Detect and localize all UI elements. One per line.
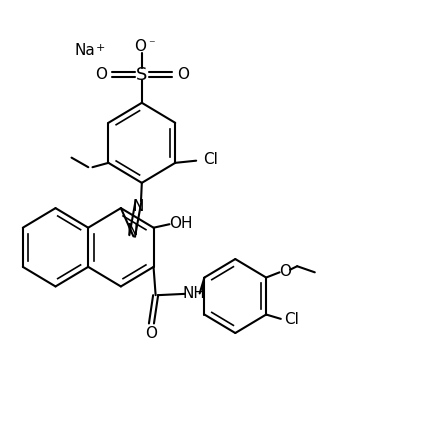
Text: O: O (95, 67, 107, 82)
Text: O: O (134, 39, 146, 54)
Text: N: N (133, 199, 144, 214)
Text: O: O (177, 67, 189, 82)
Text: N: N (127, 223, 138, 238)
Text: +: + (96, 43, 105, 53)
Text: S: S (136, 66, 148, 84)
Text: ⁻: ⁻ (148, 39, 154, 51)
Text: Cl: Cl (203, 152, 218, 167)
Text: Na: Na (75, 43, 96, 58)
Text: OH: OH (170, 216, 193, 231)
Text: Cl: Cl (284, 312, 299, 327)
Text: O: O (279, 264, 292, 279)
Text: NH: NH (182, 286, 205, 301)
Text: O: O (146, 325, 157, 340)
